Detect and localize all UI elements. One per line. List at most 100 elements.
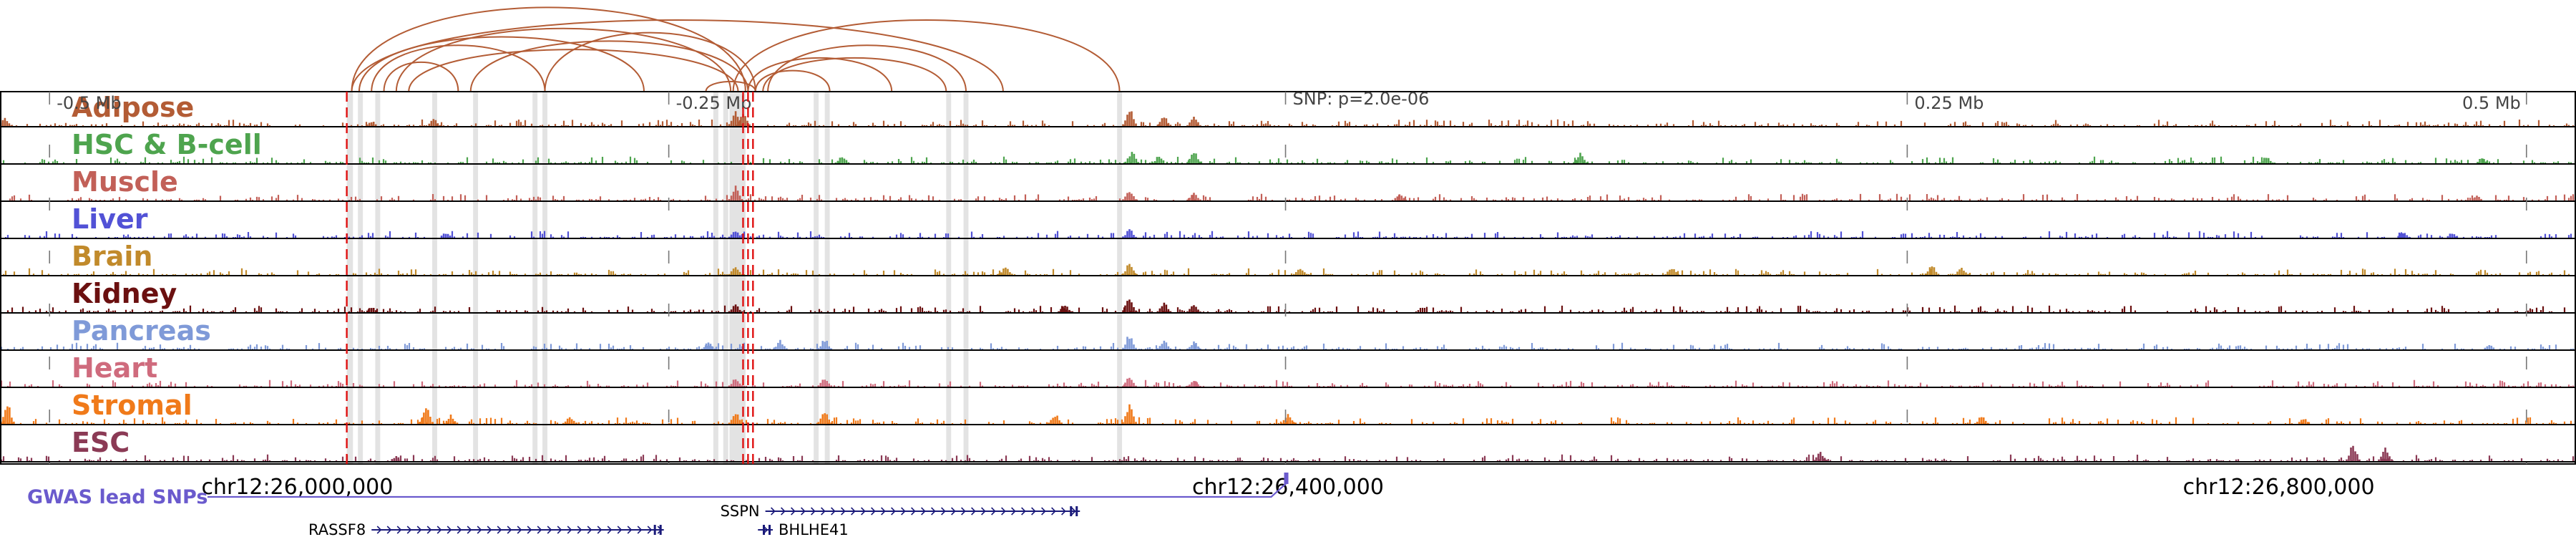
track-heart: Heart [0,352,2576,388]
track-peak [2484,345,2495,349]
gene-exon [1070,506,1073,516]
track-brain: Brain [0,241,2576,276]
track-peak [1954,268,1969,275]
highlight-region [358,92,364,464]
chromatin-loop [754,69,831,92]
track-label: Stromal [72,390,192,421]
highlight-region [1117,92,1123,464]
loop-layer [351,6,1121,92]
track-peak [1156,340,1172,349]
track-peak [1974,417,1989,424]
track-kidney: Kidney [0,278,2576,314]
track-peak [1122,263,1137,275]
track-peak [562,417,577,424]
track-peak [728,185,743,200]
track-peak [366,122,377,126]
track-signal [2,268,2570,275]
track-peak [1048,415,1063,424]
chromatin-loop [767,44,967,92]
track-signal [11,119,2575,126]
track-peak [1186,193,1201,200]
chromatin-loop [762,57,947,92]
track-peak [701,342,716,349]
track-hsc-b-cell: HSC & B-cell [0,129,2576,165]
track-signal [9,193,2576,200]
gene-exon [659,525,662,535]
track-peak [817,379,832,387]
track-peak [817,413,832,424]
highlight-region [824,92,830,464]
track-signal [0,342,2575,349]
highlight-region [946,92,952,464]
highlight-region [814,92,819,464]
track-pancreas: Pancreas [0,315,2576,351]
track-peak [2259,158,2274,163]
track-muscle: Muscle [0,166,2576,202]
track-peak [2397,233,2410,238]
gene-label: BHLHE41 [779,521,849,537]
track-esc: ESC [0,427,2576,463]
track-peak [1151,157,1165,163]
track-label: Adipose [72,92,194,123]
highlight-region [432,92,437,464]
track-frame [0,91,2576,465]
highlight-layer [346,92,1123,464]
track-peak [728,267,743,275]
track-peak [728,379,743,387]
gene-bhlhe41: BHLHE41 [758,521,849,537]
track-label: Kidney [72,278,177,309]
track-peak [1122,377,1137,387]
track-label: Liver [72,203,148,235]
highlight-region [532,92,538,464]
lead-snp-label: SNP: p=2.0e-06 [1293,89,1430,109]
chromatin-loop [732,19,1121,92]
track-peak [1122,404,1137,424]
track-label: Heart [72,352,157,384]
highlight-region [723,92,728,464]
track-peak [1122,192,1137,200]
track-peak [1186,117,1201,126]
gene-label: RASSF8 [308,521,366,537]
track-peak [0,406,15,424]
highlight-region [542,92,547,464]
gwas-label: GWAS lead SNPs [27,486,208,508]
chromatin-loop [351,19,1004,92]
track-peak [728,231,743,238]
track-label: Pancreas [72,315,211,347]
track-peak [1186,153,1201,163]
highlight-region [713,92,718,464]
gene-sspn: SSPN [721,503,1080,520]
track-stromal: Stromal [0,390,2576,425]
track-label: ESC [72,427,130,458]
track-peak [1293,268,1308,275]
track-signal [4,231,2572,238]
track-peak [1122,229,1137,238]
track-peak [428,119,441,126]
track-signal [0,454,2576,461]
track-peak [2298,419,2309,424]
chromatin-loop [544,32,756,92]
track-peak [2477,158,2487,163]
track-peak [998,267,1013,275]
track-peak [366,308,377,312]
track-label: Muscle [72,166,178,198]
track-peak [1122,299,1137,312]
track-peak [419,408,434,424]
chromatin-loop [383,62,459,92]
track-peak [1122,111,1137,126]
chromatin-loop [351,6,746,92]
offset-tick-label: 0.5 Mb [2462,93,2521,113]
gene-exon [1075,506,1078,516]
track-peak [1924,266,1940,275]
track-peak [2472,195,2482,200]
gene-exon [653,525,656,535]
track-peak [728,304,743,312]
track-peak [1280,414,1296,424]
track-peak [2346,445,2361,461]
highlight-region [729,92,746,464]
track-peak [440,233,452,238]
track-peak [1394,194,1407,200]
highlight-region [346,92,353,464]
offset-tick-label: -0.25 Mb [676,93,752,113]
